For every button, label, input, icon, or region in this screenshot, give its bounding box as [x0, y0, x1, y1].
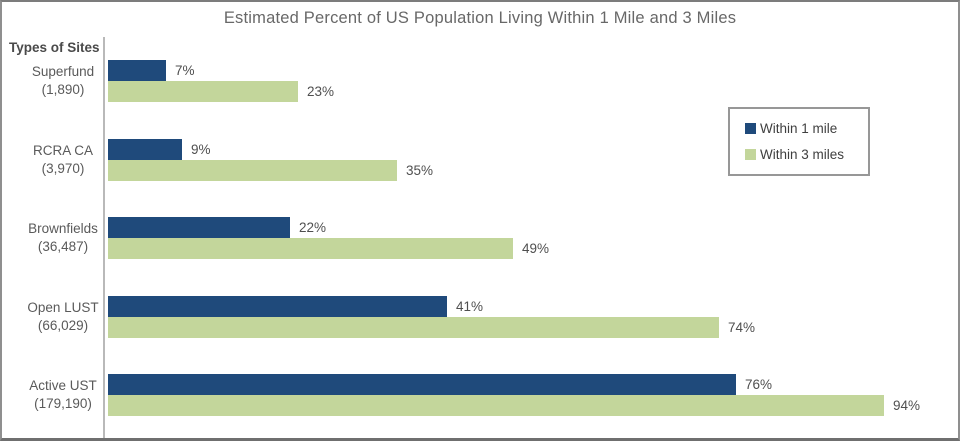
bar-within-3-miles-rcra-ca [108, 160, 397, 181]
category-name: Open LUST [27, 300, 99, 315]
value-label-within-1-mile-active-ust: 76% [745, 377, 773, 392]
chart-title: Estimated Percent of US Population Livin… [223, 9, 737, 27]
bar-within-1-mile-brownfields [108, 217, 290, 238]
category-count: (36,487) [37, 239, 89, 254]
legend-label-within-1-mile: Within 1 mile [760, 120, 838, 136]
category-label-open-lust: Open LUST (66,029) [12, 299, 114, 335]
value-label-within-1-mile-brownfields: 22% [299, 220, 327, 235]
category-label-superfund: Superfund (1,890) [12, 63, 114, 99]
legend-swatch-within-3-miles [745, 149, 756, 161]
bar-within-3-miles-active-ust [108, 395, 884, 416]
category-name: Superfund [31, 64, 95, 79]
category-name: Active UST [29, 378, 97, 393]
value-label-within-1-mile-rcra-ca: 9% [191, 142, 211, 157]
legend-label-within-3-miles: Within 3 miles [760, 147, 845, 163]
bar-within-1-mile-superfund [108, 60, 166, 81]
category-axis-title: Types of Sites [9, 40, 100, 55]
bar-within-3-miles-open-lust [108, 317, 719, 338]
value-label-within-1-mile-superfund: 7% [175, 63, 195, 78]
bar-within-1-mile-active-ust [108, 374, 736, 395]
category-label-active-ust: Active UST (179,190) [12, 377, 114, 413]
legend-item-within-3-miles: Within 3 miles [745, 147, 868, 162]
legend-item-within-1-mile: Within 1 mile [745, 121, 868, 136]
bar-within-3-miles-brownfields [108, 238, 513, 259]
bar-within-1-mile-open-lust [108, 296, 447, 317]
value-label-within-3-miles-rcra-ca: 35% [406, 163, 434, 178]
category-count: (66,029) [37, 318, 89, 333]
bar-within-3-miles-superfund [108, 81, 298, 102]
category-label-rcra-ca: RCRA CA (3,970) [12, 142, 114, 178]
value-label-within-1-mile-open-lust: 41% [456, 299, 484, 314]
category-count: (3,970) [41, 161, 85, 176]
value-label-within-3-miles-superfund: 23% [307, 84, 335, 99]
category-axis-line [103, 37, 105, 438]
value-label-within-3-miles-open-lust: 74% [728, 320, 756, 335]
category-name: Brownfields [28, 221, 98, 236]
legend: Within 1 mile Within 3 miles [728, 107, 870, 176]
value-label-within-3-miles-brownfields: 49% [522, 241, 550, 256]
category-name: RCRA CA [32, 143, 93, 158]
bar-within-1-mile-rcra-ca [108, 139, 182, 160]
legend-swatch-within-1-mile [745, 122, 756, 134]
value-label-within-3-miles-active-ust: 94% [893, 398, 921, 413]
category-count: (1,890) [41, 82, 85, 97]
category-count: (179,190) [34, 396, 92, 411]
category-label-brownfields: Brownfields (36,487) [12, 220, 114, 256]
